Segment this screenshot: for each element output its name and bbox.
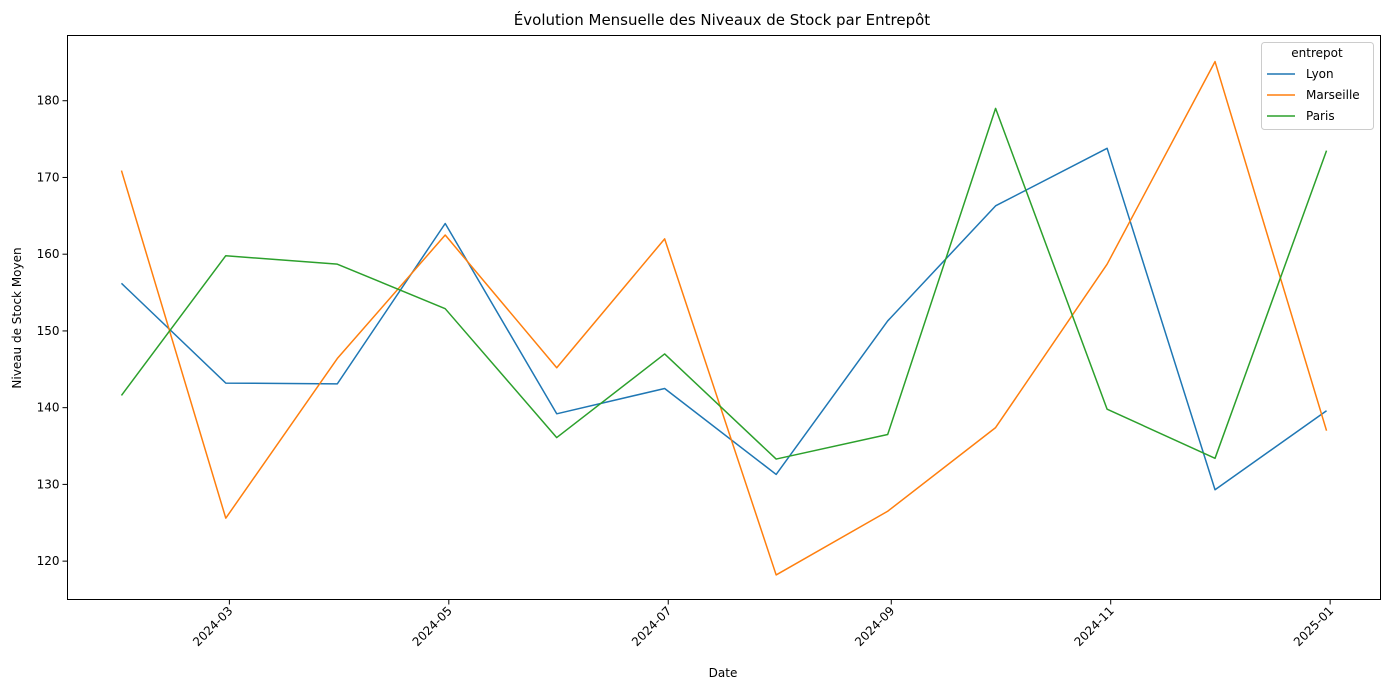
y-tick-label: 160	[37, 247, 60, 261]
legend-label: Marseille	[1306, 88, 1360, 102]
x-tick-label: 2025-01	[1291, 604, 1336, 649]
y-tick-label: 170	[37, 170, 60, 184]
x-axis-label: Date	[709, 666, 738, 680]
series-line-lyon	[120, 147, 1327, 491]
x-axis: 2024-03 2024-05 2024-07 2024-09 2024-11 2025-…	[190, 599, 1336, 649]
series-line-marseille	[120, 60, 1328, 576]
x-tick-label: 2024-09	[852, 604, 897, 649]
series-line-paris	[120, 107, 1328, 460]
legend: entrepot Lyon Marseille Paris	[1261, 42, 1374, 130]
y-tick-label: 120	[37, 554, 60, 568]
y-tick-label: 140	[37, 401, 60, 415]
series-lines	[120, 60, 1328, 576]
y-tick-label: 180	[37, 94, 60, 108]
plot-area	[67, 35, 1381, 600]
y-tick-label: 150	[37, 324, 60, 338]
x-tick-label: 2024-07	[629, 604, 674, 649]
chart-title: Évolution Mensuelle des Niveaux de Stock…	[514, 10, 931, 29]
x-tick-label: 2024-03	[190, 604, 235, 649]
legend-title: entrepot	[1291, 46, 1343, 60]
x-tick-label: 2024-11	[1071, 604, 1116, 649]
y-axis: 120 130 140 150 160 170 180	[37, 94, 68, 568]
y-axis-label: Niveau de Stock Moyen	[10, 247, 24, 388]
legend-label: Lyon	[1306, 67, 1334, 81]
legend-label: Paris	[1306, 109, 1335, 123]
y-tick-label: 130	[37, 477, 60, 491]
x-tick-label: 2024-05	[410, 604, 455, 649]
legend-box	[1261, 42, 1374, 130]
